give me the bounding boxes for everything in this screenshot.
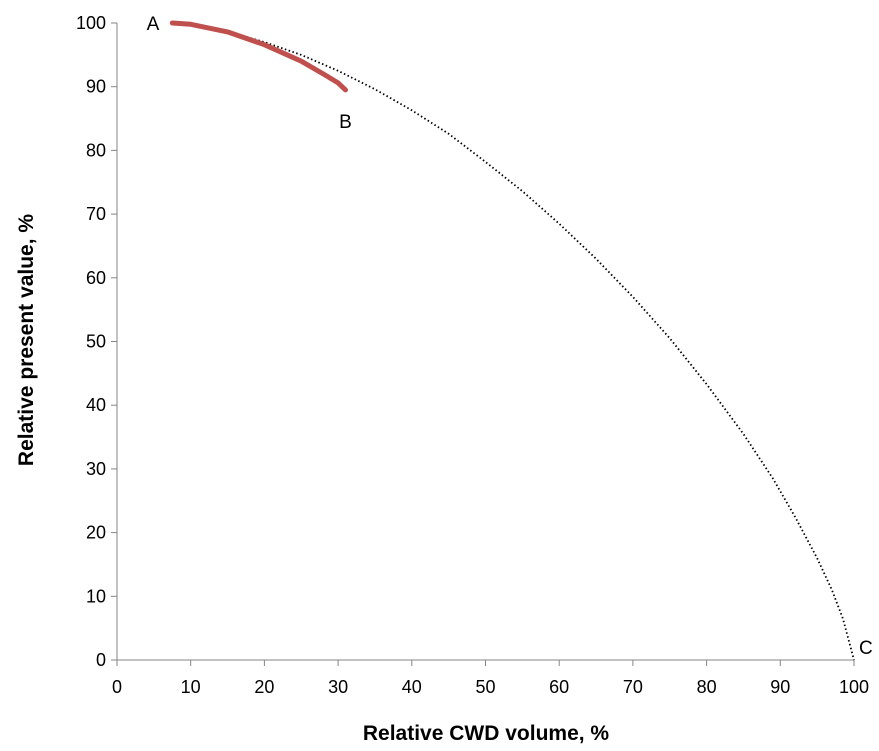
x-ticks: 0 10 20 30 40 50 60 70 80 90 100 <box>112 660 869 697</box>
point-label-c: C <box>859 638 873 659</box>
dotted-frontier-line <box>172 22 855 661</box>
annotations-layer: A B C <box>147 14 873 659</box>
x-tick-label: 60 <box>549 677 569 697</box>
point-label-b: B <box>339 112 352 133</box>
x-tick-label: 70 <box>623 677 643 697</box>
y-tick-label: 20 <box>86 523 106 543</box>
y-tick-label: 100 <box>76 13 106 33</box>
x-axis-title: Relative CWD volume, % <box>363 722 610 745</box>
axes: 0 10 20 30 40 50 60 70 80 90 100 0 10 20 30 40 50 60 70 80… <box>76 13 869 697</box>
x-tick-label: 80 <box>697 677 717 697</box>
y-ticks: 0 10 20 30 40 50 60 70 80 90 100 <box>76 13 117 670</box>
y-tick-label: 80 <box>86 140 106 160</box>
y-tick-label: 10 <box>86 586 106 606</box>
x-tick-label: 90 <box>770 677 790 697</box>
series-layer <box>169 20 855 661</box>
point-label-a: A <box>147 14 160 35</box>
x-tick-label: 30 <box>328 677 348 697</box>
y-tick-label: 60 <box>86 268 106 288</box>
y-tick-label: 50 <box>86 332 106 352</box>
x-tick-label: 20 <box>254 677 274 697</box>
y-tick-label: 90 <box>86 77 106 97</box>
x-tick-label: 40 <box>402 677 422 697</box>
x-tick-label: 10 <box>181 677 201 697</box>
x-tick-label: 0 <box>112 677 122 697</box>
y-tick-label: 70 <box>86 204 106 224</box>
y-tick-label: 40 <box>86 395 106 415</box>
y-tick-label: 0 <box>96 650 106 670</box>
x-tick-label: 50 <box>475 677 495 697</box>
y-tick-label: 30 <box>86 459 106 479</box>
y-axis-title: Relative present value, % <box>15 214 38 466</box>
x-tick-label: 100 <box>839 677 869 697</box>
solid-red-line <box>169 20 348 93</box>
